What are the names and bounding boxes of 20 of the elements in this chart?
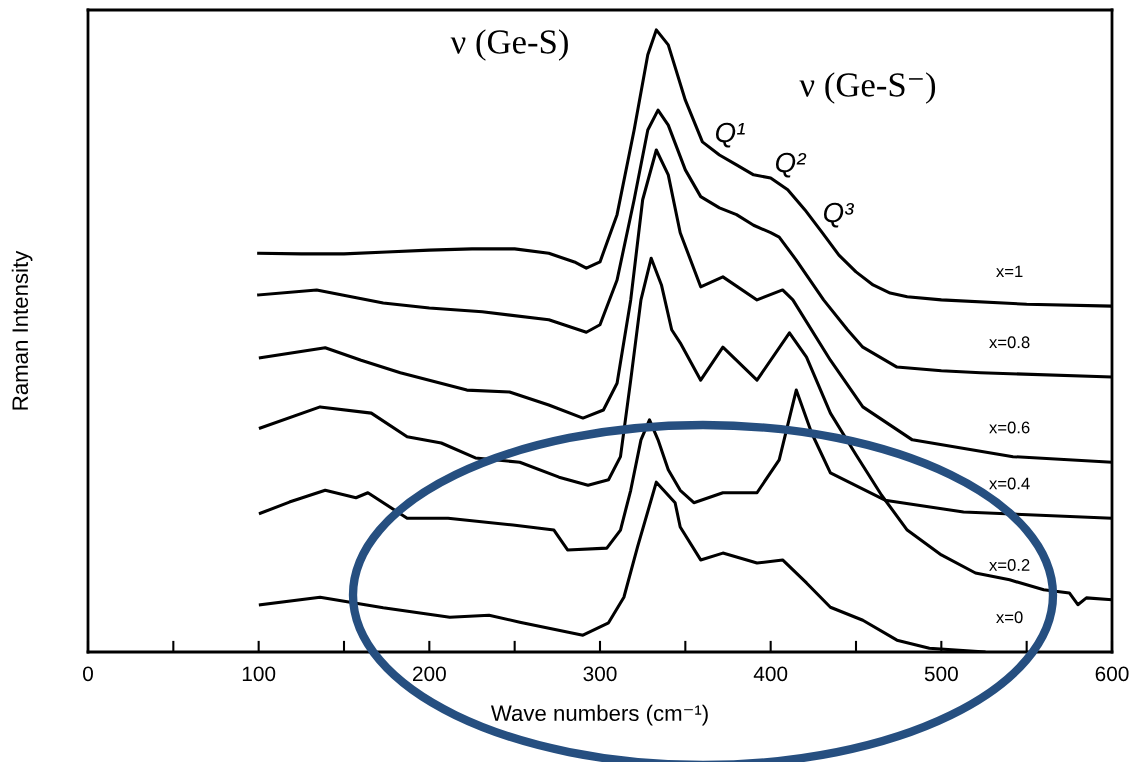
- series-label: x=0: [996, 611, 1023, 624]
- x-tick-label: 400: [753, 666, 788, 682]
- series-label: x=0.4: [989, 477, 1030, 490]
- annotation: Q¹: [715, 122, 745, 148]
- x-tick-label: 0: [83, 666, 93, 682]
- series-label: x=0.8: [989, 336, 1030, 349]
- x-tick-label: 500: [924, 666, 958, 682]
- x-tick-label: 300: [583, 666, 617, 682]
- y-axis-title: Raman Intensity: [11, 250, 33, 410]
- series-label: x=0.2: [989, 559, 1030, 571]
- x-tick-label: 100: [242, 666, 276, 682]
- annotation: Q²: [775, 152, 807, 178]
- x-tick-label: 600: [1095, 666, 1129, 682]
- series-label: x=0.6: [989, 421, 1030, 434]
- annotation: ν (Ge-S⁻): [799, 72, 936, 104]
- annotation: Q³: [823, 202, 855, 228]
- x-tick-label: 200: [413, 666, 446, 682]
- annotation: ν (Ge-S): [450, 29, 568, 61]
- x-axis-title: Wave numbers (cm⁻¹): [490, 704, 708, 726]
- series-label: x=1: [996, 265, 1023, 278]
